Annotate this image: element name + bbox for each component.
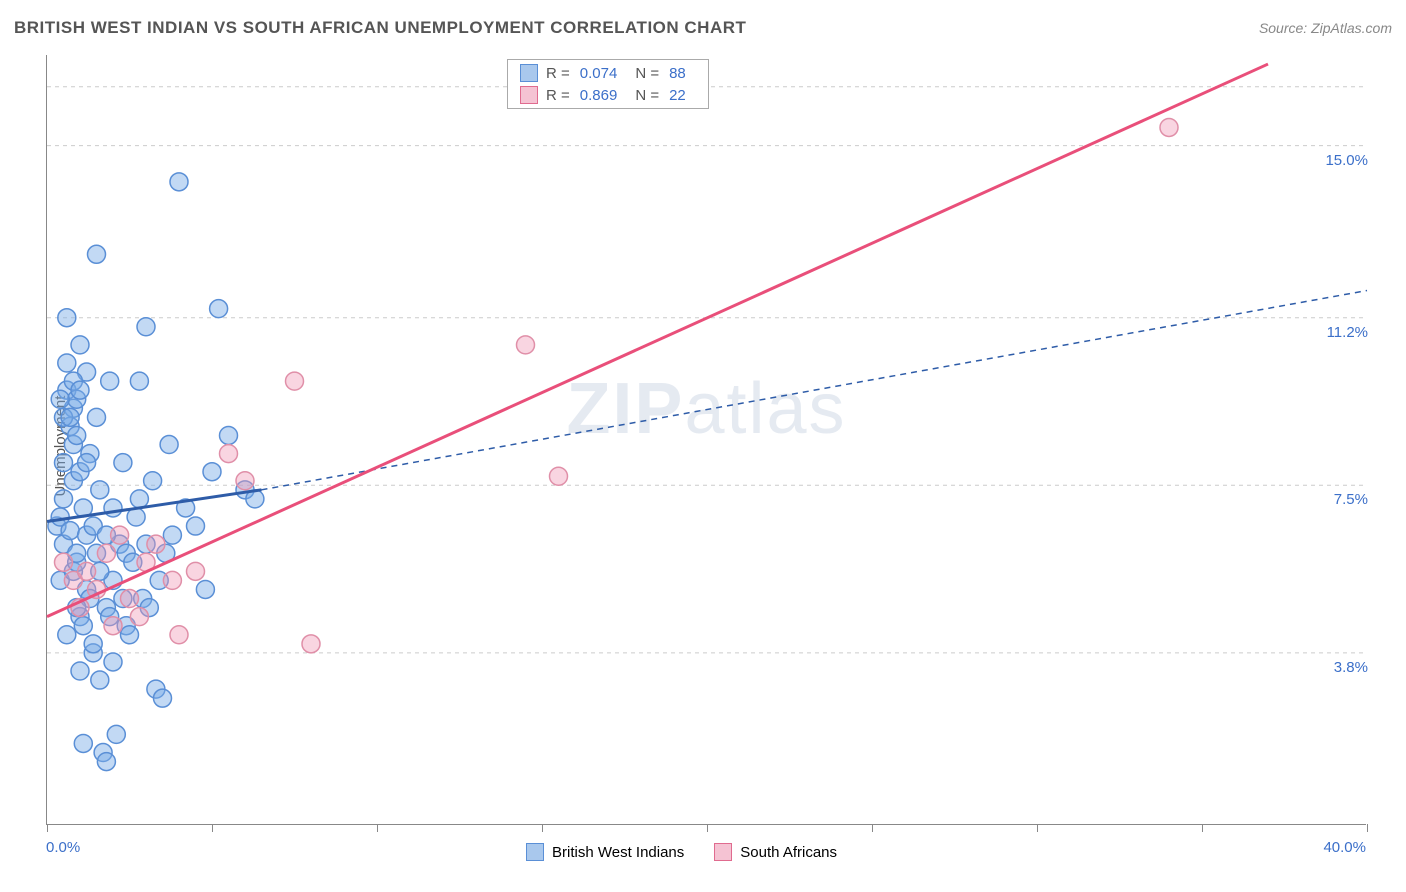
x-tick-label: 40.0% bbox=[1323, 839, 1366, 856]
legend-item-series1: British West Indians bbox=[526, 843, 684, 861]
swatch-bottom-1 bbox=[526, 843, 544, 861]
x-tick-label: 0.0% bbox=[46, 839, 80, 856]
r-value-2: 0.869 bbox=[578, 87, 628, 104]
n-value-1: 88 bbox=[667, 65, 696, 82]
swatch-series2 bbox=[520, 86, 538, 104]
chart-plot-area: ZIPatlas R = 0.074 N = 88 R = 0.869 N = … bbox=[46, 55, 1366, 825]
n-label-1: N = bbox=[635, 65, 659, 82]
chart-title: BRITISH WEST INDIAN VS SOUTH AFRICAN UNE… bbox=[14, 18, 746, 38]
y-tick-label: 3.8% bbox=[1334, 659, 1368, 676]
legend-item-series2: South Africans bbox=[714, 843, 837, 861]
x-tick bbox=[47, 824, 48, 832]
swatch-bottom-2 bbox=[714, 843, 732, 861]
series-legend: British West Indians South Africans bbox=[526, 843, 837, 861]
y-tick-label: 7.5% bbox=[1334, 491, 1368, 508]
plot-svg bbox=[47, 55, 1366, 824]
x-tick bbox=[1367, 824, 1368, 832]
x-tick bbox=[1202, 824, 1203, 832]
chart-header: BRITISH WEST INDIAN VS SOUTH AFRICAN UNE… bbox=[14, 18, 1392, 38]
x-tick bbox=[707, 824, 708, 832]
r-label-2: R = bbox=[546, 87, 570, 104]
n-label-2: N = bbox=[635, 87, 659, 104]
r-label-1: R = bbox=[546, 65, 570, 82]
y-tick-label: 15.0% bbox=[1325, 152, 1368, 169]
x-tick bbox=[872, 824, 873, 832]
legend-row-series1: R = 0.074 N = 88 bbox=[508, 62, 708, 84]
correlation-legend: R = 0.074 N = 88 R = 0.869 N = 22 bbox=[507, 59, 709, 109]
source-attribution: Source: ZipAtlas.com bbox=[1259, 20, 1392, 36]
legend-label-1: British West Indians bbox=[552, 844, 684, 861]
x-tick bbox=[542, 824, 543, 832]
legend-row-series2: R = 0.869 N = 22 bbox=[508, 84, 708, 106]
x-tick bbox=[1037, 824, 1038, 832]
legend-label-2: South Africans bbox=[740, 844, 837, 861]
swatch-series1 bbox=[520, 64, 538, 82]
n-value-2: 22 bbox=[667, 87, 696, 104]
r-value-1: 0.074 bbox=[578, 65, 628, 82]
x-tick bbox=[377, 824, 378, 832]
y-tick-label: 11.2% bbox=[1327, 324, 1368, 341]
x-tick bbox=[212, 824, 213, 832]
